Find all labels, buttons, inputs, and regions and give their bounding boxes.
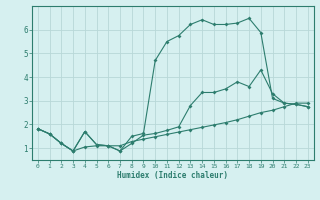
X-axis label: Humidex (Indice chaleur): Humidex (Indice chaleur) bbox=[117, 171, 228, 180]
